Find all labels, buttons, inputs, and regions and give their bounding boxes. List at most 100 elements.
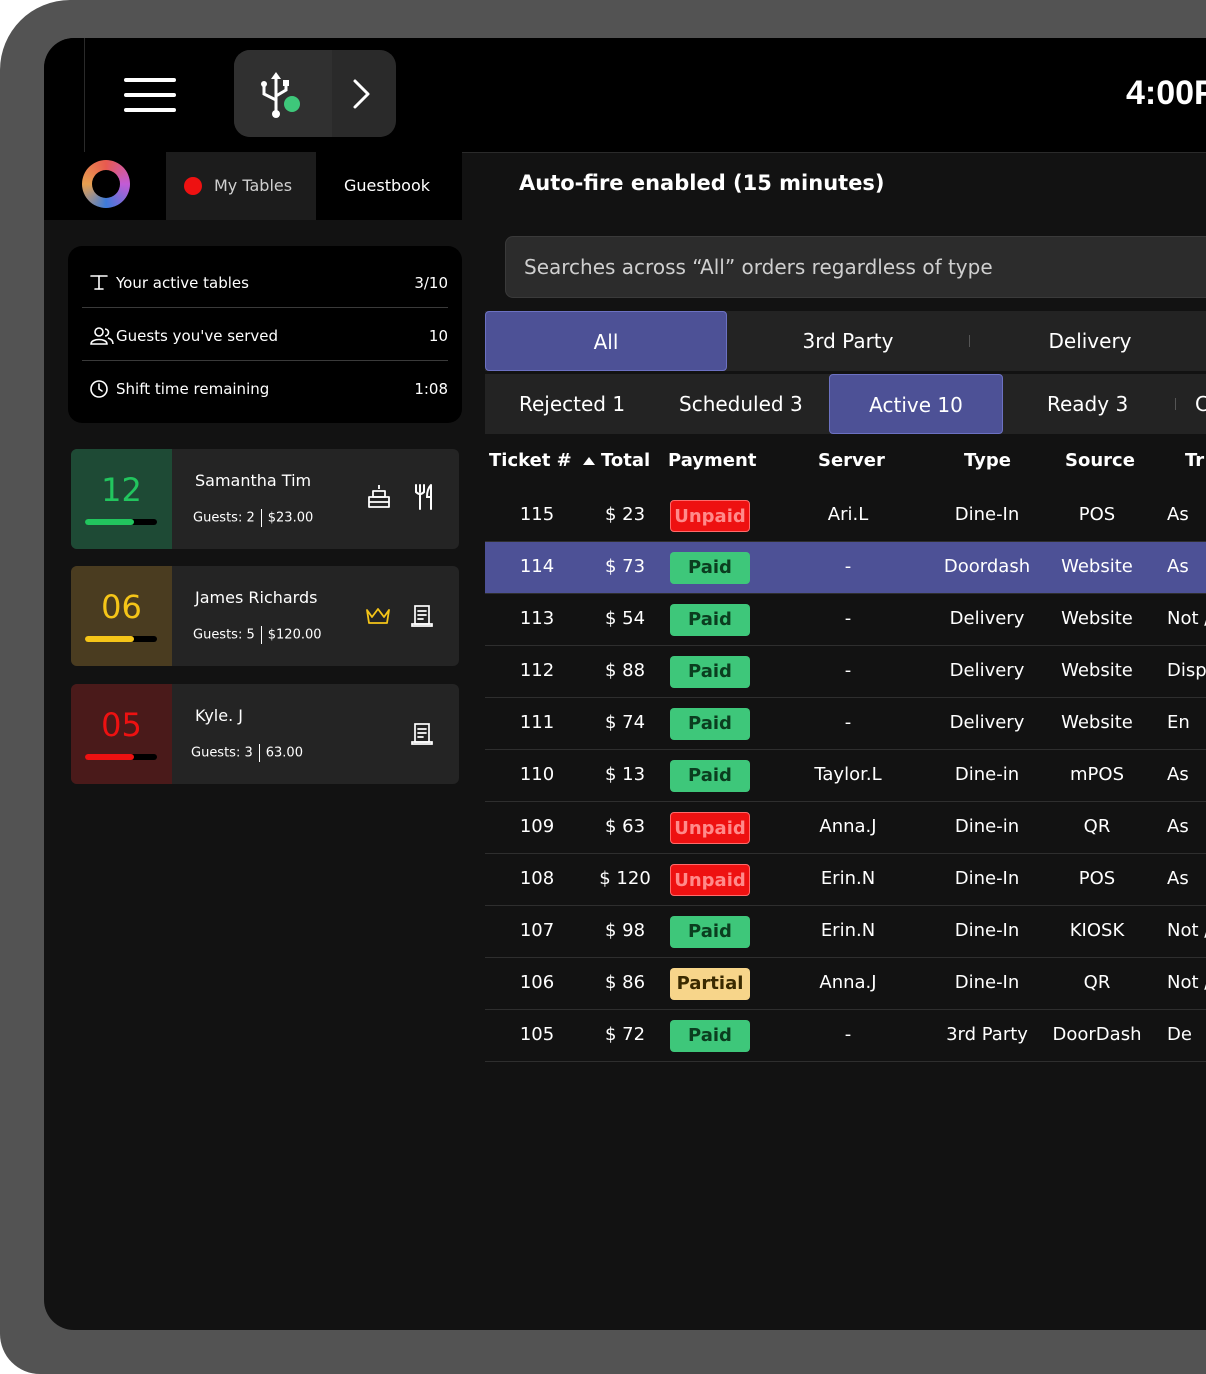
order-source: Website [1061, 608, 1133, 629]
order-source: Website [1061, 556, 1133, 577]
order-type: Dine-In [954, 868, 1020, 889]
order-type: Dine-In [954, 920, 1020, 941]
table-number-box: 05 [71, 684, 172, 784]
server-name: Taylor.L [814, 764, 882, 785]
tab-3rd-party[interactable]: 3rd Party [802, 329, 894, 353]
table-number: 12 [101, 471, 142, 509]
ticket-number: 111 [519, 712, 555, 733]
order-total: $ 73 [604, 556, 646, 577]
server-name: Erin.N [820, 868, 876, 889]
tab-all[interactable]: All [485, 311, 727, 371]
server-name: - [844, 712, 852, 733]
column-ticket[interactable]: Ticket # [489, 450, 596, 471]
order-tracking: Not / [1167, 972, 1206, 993]
payment-badge: Paid [670, 656, 750, 688]
table-card-06[interactable]: 06 James Richards Guests: 5 $120.00 [71, 566, 459, 666]
table-progress-bar [85, 636, 157, 642]
table-row[interactable]: 111 $ 74 Paid - Delivery Website En [485, 698, 1206, 750]
cake-icon[interactable] [367, 483, 391, 509]
table-row[interactable]: 109 $ 63 Unpaid Anna.J Dine-in QR As [485, 802, 1206, 854]
guest-count: Guests: 3 [191, 745, 253, 761]
payment-badge: Paid [670, 552, 750, 584]
chevron-right-icon [353, 79, 370, 109]
hamburger-menu-icon[interactable] [124, 78, 176, 114]
tab-guestbook[interactable]: Guestbook [316, 152, 462, 220]
column-payment[interactable]: Payment [668, 450, 757, 471]
order-tracking: As [1167, 816, 1189, 837]
receipt-icon[interactable] [411, 722, 433, 746]
receipt-icon[interactable] [411, 604, 433, 628]
divider [82, 360, 448, 361]
table-meta: Guests: 3 63.00 [191, 744, 303, 762]
order-source: KIOSK [1069, 920, 1125, 941]
table-row[interactable]: 108 $ 120 Unpaid Erin.N Dine-In POS As [485, 854, 1206, 906]
payment-badge: Partial [670, 968, 750, 1000]
column-source[interactable]: Source [1065, 450, 1135, 471]
table-card-12[interactable]: 12 Samantha Tim Guests: 2 $23.00 [71, 449, 459, 549]
tab-completed[interactable]: C [1195, 392, 1206, 416]
order-type: Dine-in [954, 816, 1020, 837]
search-input[interactable] [522, 251, 1206, 283]
topbar-divider [84, 38, 85, 152]
guest-name: Kyle. J [195, 706, 243, 725]
ticket-number: 115 [519, 504, 555, 525]
stat-value: 3/10 [414, 274, 448, 292]
guest-count: Guests: 5 [193, 627, 255, 643]
table-total: 63.00 [265, 745, 303, 761]
table-row[interactable]: 110 $ 13 Paid Taylor.L Dine-in mPOS As [485, 750, 1206, 802]
table-row[interactable]: 114 $ 73 Paid - Doordash Website As [485, 542, 1206, 594]
crown-icon[interactable] [365, 606, 391, 626]
guest-name: Samantha Tim [195, 471, 312, 490]
tab-rejected[interactable]: Rejected 1 [519, 392, 626, 416]
order-total: $ 74 [604, 712, 646, 733]
top-bar: 4:00P [44, 38, 1206, 153]
ticket-number: 108 [519, 868, 555, 889]
stat-label: Guests you've served [116, 327, 279, 345]
table-number: 05 [101, 706, 142, 744]
payment-badge: Paid [670, 708, 750, 740]
table-card-05[interactable]: 05 Kyle. J Guests: 3 63.00 [71, 684, 459, 784]
column-server[interactable]: Server [818, 450, 885, 471]
forward-button[interactable] [332, 50, 396, 137]
divider [82, 307, 448, 308]
table-progress-bar [85, 519, 157, 525]
divider [1175, 398, 1176, 410]
table-number-box: 06 [71, 566, 172, 666]
table-meta: Guests: 5 $120.00 [193, 626, 322, 644]
usb-button[interactable] [234, 50, 332, 137]
tab-scheduled[interactable]: Scheduled 3 [679, 392, 803, 416]
server-name: Ari.L [827, 504, 869, 525]
table-progress-fill [85, 636, 134, 642]
column-type[interactable]: Type [964, 450, 1011, 471]
column-total[interactable]: Total [601, 450, 651, 471]
order-type: Delivery [949, 660, 1025, 681]
tab-active[interactable]: Active 10 [829, 374, 1003, 434]
order-tracking: As [1167, 868, 1189, 889]
fork-knife-icon[interactable] [413, 483, 435, 511]
table-row[interactable]: 115 $ 23 Unpaid Ari.L Dine-In POS As [485, 490, 1206, 542]
order-total: $ 54 [604, 608, 646, 629]
divider [969, 335, 970, 347]
order-tracking: Not / [1167, 608, 1206, 629]
orders-table-header: Ticket # Total Payment Server Type Sourc… [485, 444, 1206, 484]
tab-my-tables[interactable]: My Tables [166, 152, 316, 220]
table-row[interactable]: 107 $ 98 Paid Erin.N Dine-In KIOSK Not / [485, 906, 1206, 958]
tab-ready[interactable]: Ready 3 [1047, 392, 1129, 416]
column-tr[interactable]: Tr [1185, 450, 1205, 471]
order-source: POS [1078, 868, 1116, 889]
guest-name: James Richards [195, 588, 318, 607]
server-name: - [844, 660, 852, 681]
tab-label: My Tables [214, 176, 293, 195]
table-row[interactable]: 112 $ 88 Paid - Delivery Website Disp [485, 646, 1206, 698]
payment-badge: Unpaid [670, 500, 750, 532]
order-source: DoorDash [1052, 1024, 1142, 1045]
ticket-number: 109 [519, 816, 555, 837]
server-name: - [844, 1024, 852, 1045]
table-row[interactable]: 106 $ 86 Partial Anna.J Dine-In QR Not / [485, 958, 1206, 1010]
payment-badge: Unpaid [670, 864, 750, 896]
order-total: $ 23 [604, 504, 646, 525]
table-row[interactable]: 105 $ 72 Paid - 3rd Party DoorDash De [485, 1010, 1206, 1062]
ticket-number: 113 [519, 608, 555, 629]
tab-delivery[interactable]: Delivery [1048, 329, 1132, 353]
table-row[interactable]: 113 $ 54 Paid - Delivery Website Not / [485, 594, 1206, 646]
